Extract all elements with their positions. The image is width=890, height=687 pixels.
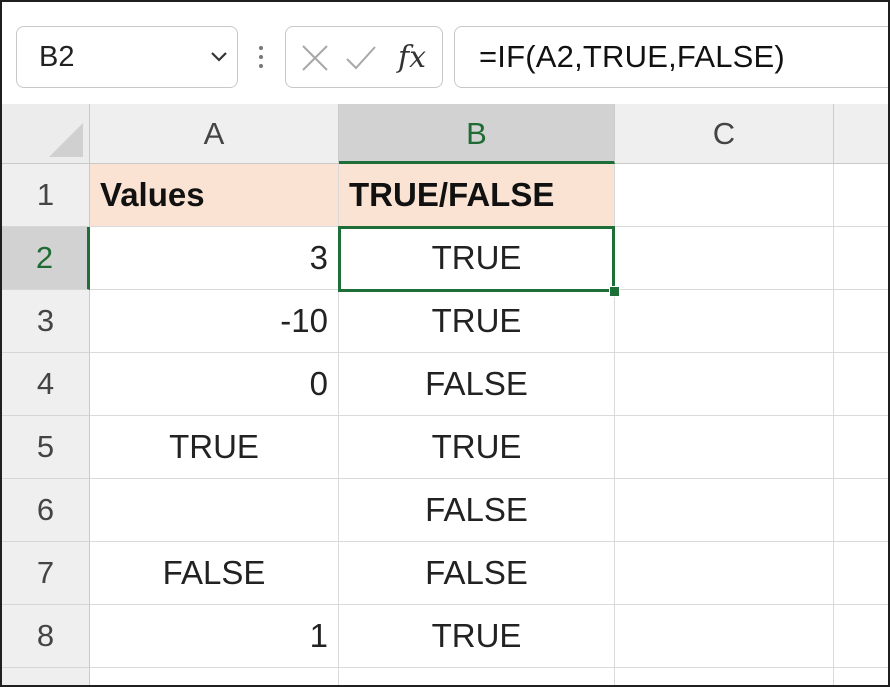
- cell-a5[interactable]: TRUE: [90, 416, 339, 479]
- cell-c9[interactable]: [615, 668, 834, 685]
- column-header-c[interactable]: C: [615, 104, 834, 164]
- row-header-9[interactable]: [2, 668, 90, 685]
- cell-c7[interactable]: [615, 542, 834, 605]
- cell-a4[interactable]: 0: [90, 353, 339, 416]
- cell-c4[interactable]: [615, 353, 834, 416]
- name-box-value: B2: [39, 41, 75, 73]
- cell-a1[interactable]: Values: [90, 164, 339, 227]
- name-box[interactable]: B2: [16, 26, 238, 88]
- row-header-5[interactable]: 5: [2, 416, 90, 479]
- cell-d7[interactable]: [834, 542, 888, 605]
- row-header-8[interactable]: 8: [2, 605, 90, 668]
- chevron-down-icon[interactable]: [209, 49, 229, 65]
- cell-b3[interactable]: TRUE: [339, 290, 615, 353]
- select-all-triangle-icon: [49, 123, 83, 157]
- select-all-button[interactable]: [2, 104, 90, 164]
- cell-d3[interactable]: [834, 290, 888, 353]
- cell-a7[interactable]: FALSE: [90, 542, 339, 605]
- cell-a3[interactable]: -10: [90, 290, 339, 353]
- formula-bar: B2 fx =IF(A2,TRUE,FALSE): [2, 2, 888, 104]
- cell-d4[interactable]: [834, 353, 888, 416]
- worksheet-grid: A B C 1 Values TRUE/FALSE 2 3 TRUE 3 -10…: [2, 104, 888, 685]
- cell-a2[interactable]: 3: [90, 227, 339, 290]
- cancel-icon[interactable]: [300, 43, 330, 73]
- cell-d8[interactable]: [834, 605, 888, 668]
- formula-input[interactable]: =IF(A2,TRUE,FALSE): [454, 26, 888, 88]
- formula-actions: fx: [285, 26, 443, 88]
- enter-icon[interactable]: [344, 43, 378, 73]
- cell-a8[interactable]: 1: [90, 605, 339, 668]
- cell-b1[interactable]: TRUE/FALSE: [339, 164, 615, 227]
- fx-icon[interactable]: fx: [398, 40, 427, 75]
- cell-b4[interactable]: FALSE: [339, 353, 615, 416]
- row-header-4[interactable]: 4: [2, 353, 90, 416]
- row-header-7[interactable]: 7: [2, 542, 90, 605]
- cell-b7[interactable]: FALSE: [339, 542, 615, 605]
- cell-b6[interactable]: FALSE: [339, 479, 615, 542]
- row-header-2[interactable]: 2: [2, 227, 90, 290]
- cell-c8[interactable]: [615, 605, 834, 668]
- cell-b8[interactable]: TRUE: [339, 605, 615, 668]
- cell-b9[interactable]: [339, 668, 615, 685]
- cell-b5[interactable]: TRUE: [339, 416, 615, 479]
- cell-c2[interactable]: [615, 227, 834, 290]
- cell-a9[interactable]: [90, 668, 339, 685]
- cell-d6[interactable]: [834, 479, 888, 542]
- cell-d5[interactable]: [834, 416, 888, 479]
- cell-c3[interactable]: [615, 290, 834, 353]
- row-header-1[interactable]: 1: [2, 164, 90, 227]
- cell-b2[interactable]: TRUE: [339, 227, 615, 290]
- column-header-a[interactable]: A: [90, 104, 339, 164]
- more-options-icon[interactable]: [256, 44, 266, 70]
- column-header-next[interactable]: [834, 104, 888, 164]
- column-header-b[interactable]: B: [339, 104, 615, 164]
- cell-a6[interactable]: [90, 479, 339, 542]
- cell-d1[interactable]: [834, 164, 888, 227]
- row-header-6[interactable]: 6: [2, 479, 90, 542]
- fill-handle[interactable]: [609, 286, 620, 297]
- cell-c5[interactable]: [615, 416, 834, 479]
- cell-c1[interactable]: [615, 164, 834, 227]
- row-header-3[interactable]: 3: [2, 290, 90, 353]
- cell-c6[interactable]: [615, 479, 834, 542]
- formula-text: =IF(A2,TRUE,FALSE): [479, 39, 785, 74]
- cell-d2[interactable]: [834, 227, 888, 290]
